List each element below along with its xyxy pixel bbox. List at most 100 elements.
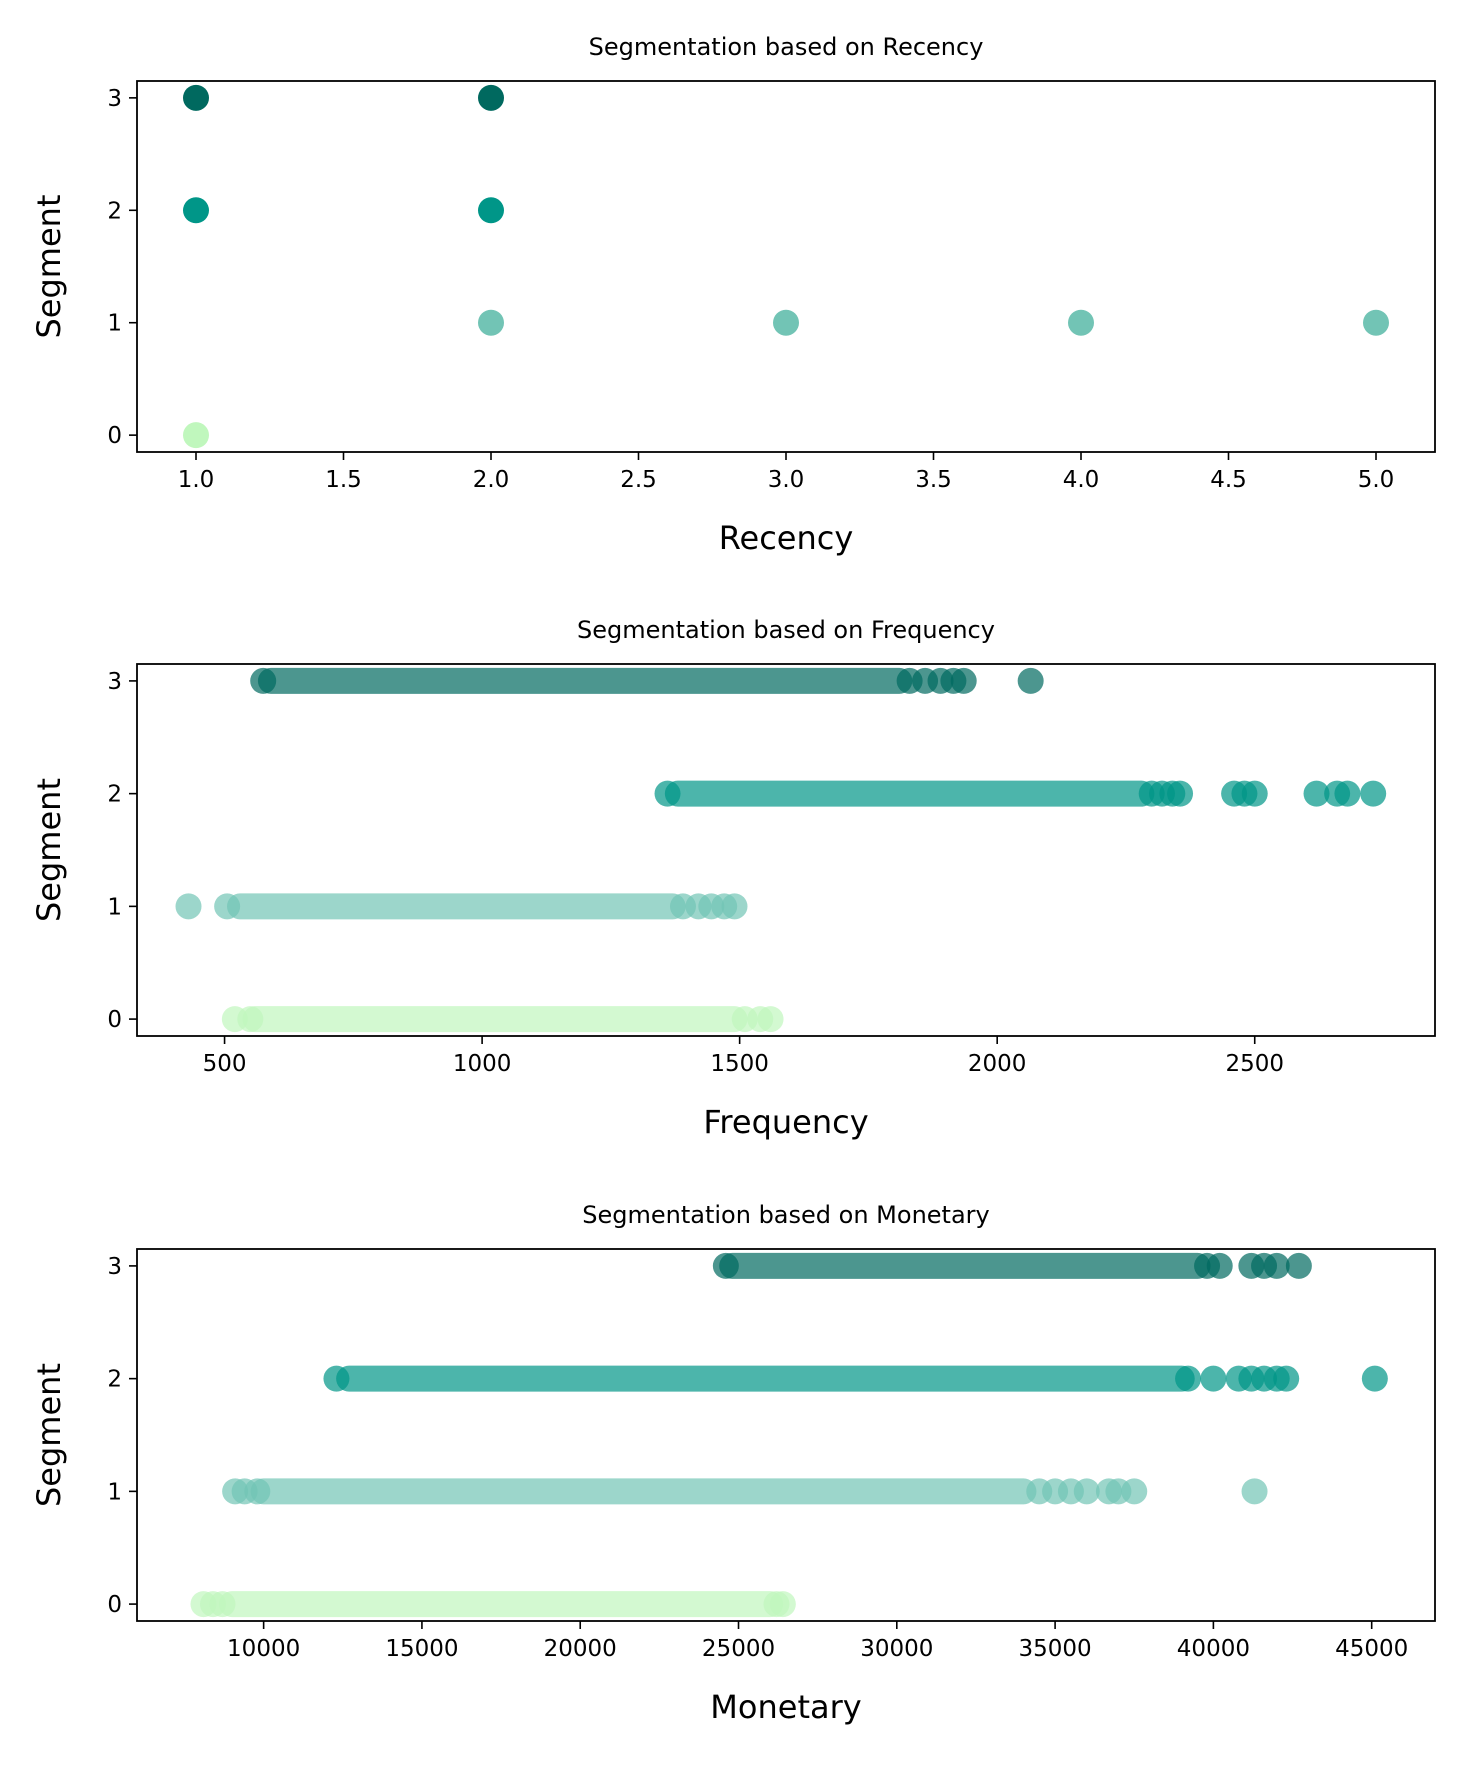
data-point [1285,1252,1312,1279]
data-point [1206,1252,1233,1279]
data-point [478,197,504,224]
data-points [183,84,1389,449]
point-range [257,667,913,694]
y-tick-label: 3 [107,1254,122,1280]
data-point [183,422,209,449]
x-tick-label: 4.0 [1063,467,1100,493]
point-range [336,1365,1195,1392]
y-tick-label: 1 [107,1479,122,1505]
x-tick-label: 2000 [968,1051,1027,1077]
data-point [773,309,799,336]
series-segment-1 [478,309,1389,336]
x-tick-label: 1000 [453,1051,512,1077]
data-point [478,84,504,111]
data-point [1200,1365,1227,1392]
data-point [769,1591,796,1618]
chart-title: Segmentation based on Monetary [582,1201,989,1229]
data-point [1360,780,1387,807]
data-point [183,197,209,224]
point-range [664,780,1155,807]
data-point [1241,1478,1268,1505]
x-tick-label: 2.0 [473,467,510,493]
data-point [1073,1478,1100,1505]
data-point [757,1006,784,1033]
y-tick-label: 1 [107,311,122,337]
x-axis-label: Monetary [710,1688,861,1726]
series-segment-0 [183,422,209,449]
data-point [183,84,209,111]
x-tick-label: 35000 [1019,1636,1092,1662]
point-range [719,1252,1211,1279]
data-point [1068,309,1094,336]
x-tick-label: 3.0 [768,467,805,493]
series-segment-1 [175,893,748,920]
x-tick-label: 5.0 [1358,467,1395,493]
x-tick-label: 15000 [385,1636,458,1662]
x-tick-label: 1500 [710,1051,769,1077]
plot-frame [136,80,1436,453]
x-tick-label: 2.5 [620,467,657,493]
data-point [1363,309,1389,336]
point-range [250,1478,1037,1505]
x-axis-label: Recency [719,519,854,557]
data-point [214,893,241,920]
series-segment-2 [183,197,504,224]
data-point [250,667,277,694]
x-tick-label: 30000 [860,1636,933,1662]
x-tick-label: 10000 [227,1636,300,1662]
x-tick-label: 45000 [1335,1636,1408,1662]
x-tick-label: 40000 [1177,1636,1250,1662]
y-tick-label: 3 [107,669,122,695]
x-tick-label: 1.5 [325,467,362,493]
x-tick-label: 25000 [702,1636,775,1662]
x-tick-label: 3.5 [915,467,952,493]
data-point [478,309,504,336]
data-point [1334,780,1361,807]
y-tick-label: 2 [107,198,122,224]
data-point [209,1591,236,1618]
data-point [721,893,748,920]
series-segment-3 [250,667,1044,694]
data-point [654,780,681,807]
y-tick-label: 0 [107,1007,122,1033]
data-point [1361,1365,1388,1392]
data-point [1121,1478,1148,1505]
series-segment-1 [222,1478,1268,1505]
x-axis-label: Frequency [703,1103,868,1141]
x-tick-label: 20000 [544,1636,617,1662]
data-point [1017,667,1044,694]
y-tick-label: 1 [107,894,122,920]
point-range [227,893,686,920]
y-tick-label: 2 [107,1367,122,1393]
chart-title: Segmentation based on Recency [589,33,984,61]
series-segment-0 [221,1006,784,1033]
chart-panel-2: Segmentation based on Frequency 500 1000 15… [30,616,1436,1141]
x-tick-label: 4.5 [1210,467,1247,493]
data-point [237,1006,264,1033]
data-points [175,667,1387,1033]
data-point [1175,1365,1202,1392]
series-segment-3 [712,1252,1312,1279]
plot-frame [136,1248,1436,1622]
data-point [712,1252,739,1279]
data-point [1303,780,1330,807]
y-tick-label: 0 [107,1592,122,1618]
y-tick-label: 0 [107,423,122,449]
chart-title: Segmentation based on Frequency [577,616,995,644]
point-range [218,1591,784,1618]
series-segment-3 [183,84,504,111]
x-tick-label: 1.0 [178,467,215,493]
series-segment-0 [190,1591,796,1618]
data-point [1273,1365,1300,1392]
data-point [175,893,202,920]
x-tick-label: 2500 [1225,1051,1284,1077]
plot-frame [136,663,1436,1037]
data-point [323,1365,350,1392]
data-points [190,1252,1388,1618]
data-point [1241,780,1268,807]
point-range [242,1006,748,1033]
data-point [950,667,977,694]
y-axis-label: Segment [30,195,68,339]
series-segment-2 [654,780,1387,807]
